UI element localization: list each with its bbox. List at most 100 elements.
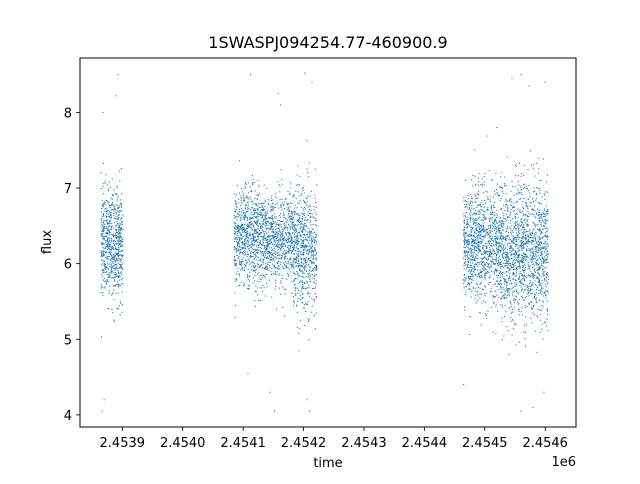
data-point — [118, 240, 120, 242]
data-point — [529, 270, 531, 272]
data-point — [281, 255, 284, 257]
data-point — [311, 247, 313, 250]
data-point — [486, 246, 488, 249]
data-point — [521, 200, 523, 202]
data-point — [494, 253, 496, 255]
data-point — [245, 242, 247, 244]
data-point — [298, 218, 301, 220]
data-point — [485, 190, 487, 192]
data-point — [246, 240, 249, 242]
data-point — [103, 228, 105, 230]
data-point — [527, 291, 530, 294]
data-point — [525, 231, 527, 233]
data-point — [496, 216, 498, 219]
data-point — [106, 279, 108, 282]
data-point — [248, 276, 250, 278]
data-point — [510, 201, 513, 203]
data-point — [110, 264, 112, 266]
data-point — [498, 230, 500, 232]
data-point — [245, 210, 247, 213]
data-point — [470, 296, 472, 298]
data-point — [471, 179, 473, 181]
data-point — [243, 284, 245, 286]
data-point — [233, 210, 235, 212]
data-point — [476, 265, 479, 267]
data-point — [507, 271, 509, 273]
data-point — [267, 220, 269, 222]
data-point — [243, 248, 245, 250]
data-point — [112, 235, 115, 237]
data-point — [294, 235, 296, 238]
data-point — [540, 217, 542, 219]
data-point — [297, 265, 300, 267]
data-point — [298, 263, 300, 265]
data-point — [234, 231, 236, 234]
data-point — [469, 272, 471, 274]
data-point — [500, 235, 502, 237]
data-point — [111, 198, 113, 200]
data-point — [109, 272, 111, 274]
data-point — [238, 229, 240, 231]
data-point — [492, 241, 494, 243]
data-point — [293, 300, 295, 302]
data-point — [117, 246, 119, 248]
data-point — [495, 232, 497, 234]
data-point — [248, 226, 250, 228]
data-point — [509, 250, 511, 252]
data-point — [531, 243, 533, 245]
data-point — [312, 256, 314, 258]
data-point — [259, 287, 261, 289]
data-point — [542, 211, 544, 214]
data-point — [296, 207, 298, 209]
data-point — [500, 263, 502, 266]
data-point — [476, 258, 478, 260]
data-point — [303, 257, 305, 259]
data-point — [477, 217, 480, 219]
data-point — [535, 233, 537, 235]
data-point — [252, 181, 254, 183]
data-point — [523, 283, 525, 285]
data-point — [259, 278, 261, 280]
data-point — [120, 241, 122, 243]
data-point — [527, 261, 529, 264]
data-point — [494, 263, 496, 265]
data-point — [527, 218, 529, 221]
data-point — [523, 230, 525, 232]
data-point — [120, 266, 122, 268]
data-point — [257, 246, 260, 249]
data-point — [524, 275, 527, 277]
data-point — [300, 265, 303, 267]
data-point — [307, 206, 309, 208]
data-point — [473, 213, 475, 215]
data-point — [497, 221, 499, 223]
data-point — [523, 247, 525, 249]
data-point — [492, 239, 494, 241]
data-point — [293, 284, 296, 286]
data-point — [463, 240, 465, 242]
data-point — [472, 276, 474, 278]
data-point — [117, 252, 120, 255]
data-point — [107, 273, 109, 275]
data-point — [525, 324, 527, 326]
data-point — [240, 261, 242, 264]
data-point — [244, 217, 246, 219]
data-point — [517, 233, 519, 235]
data-point — [117, 223, 119, 225]
data-point — [262, 209, 265, 211]
data-point — [506, 156, 508, 158]
data-point — [538, 219, 540, 221]
data-point — [520, 295, 523, 298]
data-point — [498, 245, 500, 247]
data-point — [109, 220, 111, 222]
data-point — [251, 216, 253, 219]
data-point — [503, 289, 505, 291]
data-point — [118, 285, 120, 287]
data-point — [474, 236, 476, 239]
data-point — [308, 339, 310, 341]
data-point — [474, 212, 476, 214]
data-point — [250, 190, 252, 192]
data-point — [470, 237, 473, 240]
data-point — [239, 245, 241, 247]
data-point — [544, 232, 547, 234]
data-point — [275, 239, 277, 241]
